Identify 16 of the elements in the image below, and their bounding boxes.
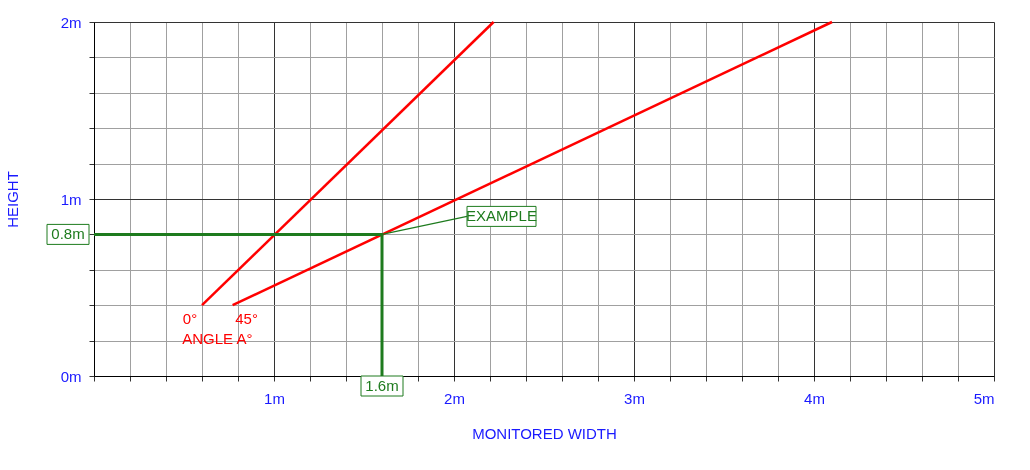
annotation: 1.6m	[365, 377, 399, 394]
annotation: EXAMPLE	[466, 207, 537, 225]
annotation: 45°	[235, 310, 258, 328]
annotation: 0.8m	[51, 225, 85, 243]
y-axis-title: HEIGHT	[3, 171, 21, 228]
y-tick-label: 0m	[60, 367, 82, 385]
y-tick-label: 1m	[60, 190, 82, 208]
x-tick-label: 5m	[973, 389, 995, 407]
x-tick-label: 4m	[804, 389, 825, 407]
x-axis-title: MONITORED WIDTH	[472, 424, 617, 442]
annotation: ANGLE A°	[182, 330, 253, 348]
x-tick-label: 1m	[264, 389, 285, 407]
x-tick-label: 3m	[624, 389, 645, 407]
x-tick-label: 2m	[444, 389, 465, 407]
y-tick-label: 2m	[60, 13, 82, 31]
annotation: 0°	[182, 310, 198, 328]
